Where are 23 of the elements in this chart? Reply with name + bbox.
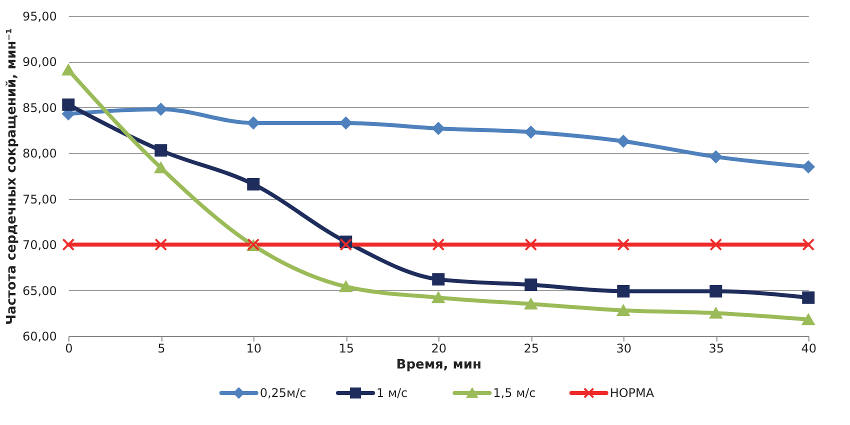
y-tick-label: 85,00 [22,100,57,115]
y-tick-label: 65,00 [22,284,57,298]
y-tick-label: 75,00 [22,192,57,206]
x-axis-title: Время, мин [396,358,482,372]
x-tick-label: 40 [801,342,817,356]
y-tick-label: 80,00 [22,146,57,161]
x-tick-label: 5 [158,342,166,356]
legend-label: 0,25м/с [260,386,306,400]
x-tick-label: 15 [338,342,354,356]
y-axis-title: Частота сердечных сокращений, мин⁻¹ [4,28,20,325]
x-tick-label: 30 [616,342,632,356]
y-tick-label: 60,00 [22,330,57,344]
y-tick-label: 70,00 [22,238,57,252]
legend-label: НОРМА [610,386,655,400]
legend-label: 1,5 м/с [493,386,536,400]
x-tick-label: 35 [708,342,724,356]
x-tick-label: 10 [246,342,262,356]
y-tick-label: 90,00 [22,55,57,70]
legend-label: 1 м/с [376,386,408,400]
x-tick-label: 20 [431,342,447,356]
x-tick-label: 0 [65,342,73,356]
x-tick-label: 25 [524,342,540,356]
y-tick-label: 95,00 [22,10,57,24]
